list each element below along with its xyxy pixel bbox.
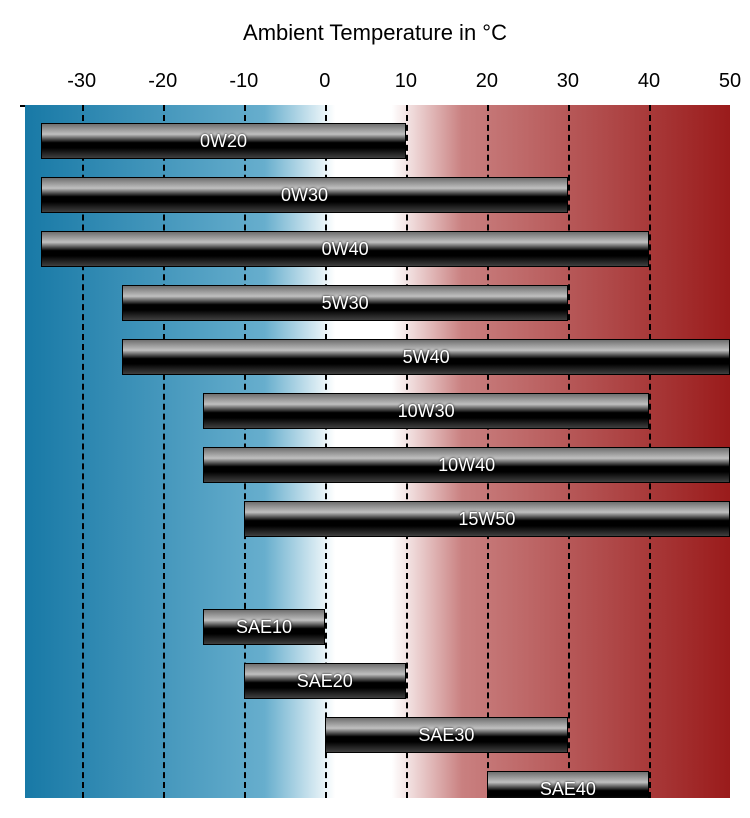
- oil-range-label: SAE30: [408, 725, 484, 746]
- plot-area: 0W20 0W30 0W40 5W30 5W40 10W30 10W40 15W50 SAE10…: [25, 105, 730, 798]
- oil-range-label: 15W50: [448, 509, 525, 530]
- oil-range-label: 10W30: [388, 401, 465, 422]
- oil-range-bar: 10W40: [203, 447, 730, 483]
- oil-range-bar: 10W30: [203, 393, 649, 429]
- x-tick-label: 10: [395, 70, 417, 93]
- oil-range-bar: 0W20: [41, 123, 406, 159]
- oil-range-label: 5W30: [312, 293, 379, 314]
- oil-range-label: 0W20: [190, 131, 257, 152]
- oil-range-bar: 0W30: [41, 177, 568, 213]
- x-tick-label: 30: [557, 70, 579, 93]
- x-tick-label: -10: [229, 70, 258, 93]
- oil-range-label: SAE10: [226, 617, 302, 638]
- oil-range-label: 0W30: [271, 185, 338, 206]
- oil-range-label: 10W40: [428, 455, 505, 476]
- x-tick-label: 40: [638, 70, 660, 93]
- x-tick-label: -30: [67, 70, 96, 93]
- x-axis: -30-20-1001020304050: [20, 70, 730, 105]
- oil-range-bar: SAE10: [203, 609, 325, 645]
- oil-range-bar: SAE40: [487, 771, 649, 798]
- chart-title: Ambient Temperature in °C: [20, 20, 730, 46]
- oil-range-label: 0W40: [312, 239, 379, 260]
- x-tick-label: 0: [319, 70, 330, 93]
- oil-range-bar: 5W40: [122, 339, 730, 375]
- oil-range-bar: 0W40: [41, 231, 649, 267]
- oil-range-label: SAE40: [530, 779, 606, 799]
- x-tick-label: -20: [148, 70, 177, 93]
- oil-range-bar: SAE20: [244, 663, 406, 699]
- oil-temperature-chart: Ambient Temperature in °C -30 -20 -10 0 10 20…: [20, 20, 730, 798]
- oil-range-label: 5W40: [393, 347, 460, 368]
- oil-range-label: SAE20: [287, 671, 363, 692]
- oil-range-bar: 15W50: [244, 501, 730, 537]
- x-tick-label: 50: [719, 70, 741, 93]
- oil-range-bar: SAE30: [325, 717, 568, 753]
- oil-range-bar: 5W30: [122, 285, 568, 321]
- x-tick-label: 20: [476, 70, 498, 93]
